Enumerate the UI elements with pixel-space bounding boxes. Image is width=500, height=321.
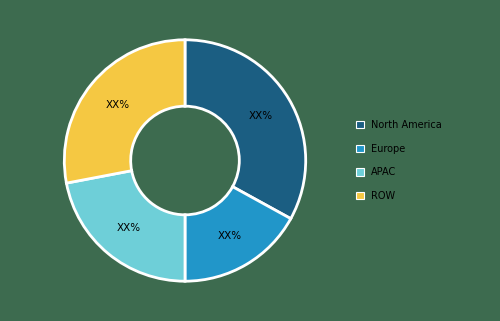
Wedge shape: [66, 171, 185, 281]
Wedge shape: [185, 40, 306, 219]
Wedge shape: [185, 187, 291, 281]
Text: XX%: XX%: [117, 223, 141, 233]
Text: XX%: XX%: [218, 231, 242, 241]
Text: XX%: XX%: [248, 111, 272, 121]
Text: XX%: XX%: [106, 100, 130, 110]
Wedge shape: [64, 40, 185, 183]
Legend: North America, Europe, APAC, ROW: North America, Europe, APAC, ROW: [356, 120, 442, 201]
